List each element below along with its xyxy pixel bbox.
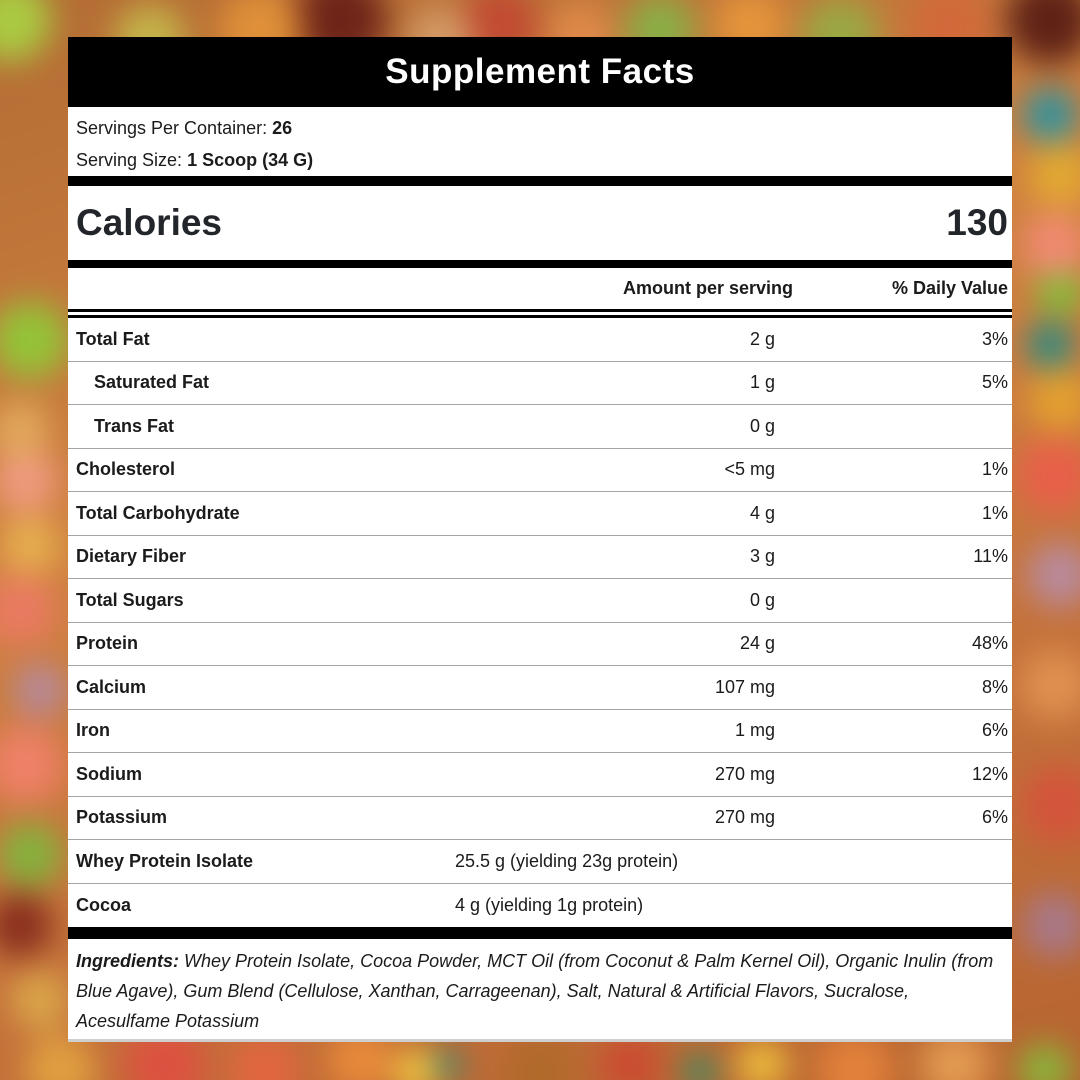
amount-column-header: Amount per serving [622,278,793,298]
nutrient-name: Dietary Fiber [76,546,187,567]
title-bar: Supplement Facts [68,37,1012,107]
nutrient-amount: 4 g (yielding 1g protein) [455,894,644,915]
nutrient-amount: 24 g [739,633,775,654]
column-headers: Amount per serving % Daily Value [68,268,1012,318]
table-row: Whey Protein Isolate 25.5 g (yielding 23… [68,840,1012,884]
nutrient-amount: 2 g [749,328,775,349]
ingredients-label: Ingredients: [76,951,180,971]
nutrient-amount: 4 g [749,502,775,523]
nutrient-daily-value: 3% [981,328,1008,349]
table-row: Potassium 270 mg 6% [68,797,1012,840]
nutrient-name: Total Carbohydrate [76,502,240,523]
ingredients-text: Whey Protein Isolate, Cocoa Powder, MCT … [76,951,994,1031]
calories-label: Calories [76,202,223,243]
servings-per-container: Servings Per Container: 26 [76,118,293,138]
table-row: Calcium 107 mg 8% [68,666,1012,710]
nutrient-amount: 107 mg [714,676,775,697]
nutrient-daily-value: 6% [981,807,1008,828]
serving-size: Serving Size: 1 Scoop (34 G) [76,150,314,170]
servings-per-container-value: 26 [272,118,293,138]
nutrient-amount: 3 g [749,546,775,567]
nutrient-name: Protein [76,633,139,654]
serving-size-value: 1 Scoop (34 G) [187,150,314,170]
calories-row: Calories 130 [68,186,1012,260]
nutrient-daily-value: 1% [981,502,1008,523]
table-row: Trans Fat 0 g [68,405,1012,449]
nutrient-name: Total Fat [76,328,150,349]
nutrient-name: Whey Protein Isolate [76,850,254,871]
table-row: Cocoa 4 g (yielding 1g protein) [68,884,1012,928]
nutrient-daily-value: 6% [981,720,1008,741]
daily-value-column-header: % Daily Value [891,278,1008,298]
supplement-facts-label: Supplement Facts Servings Per Container:… [68,37,1012,1042]
nutrient-name: Trans Fat [94,415,175,436]
nutrient-amount: 270 mg [714,763,775,784]
nutrient-daily-value: 11% [973,546,1008,567]
table-row: Total Carbohydrate 4 g 1% [68,492,1012,536]
servings-section: Servings Per Container: 26 Serving Size:… [68,107,1012,176]
nutrient-daily-value: 8% [981,676,1008,697]
nutrient-amount: 1 g [749,372,775,393]
divider-bar-thick [68,927,1012,939]
nutrient-name: Cholesterol [76,459,176,480]
nutrient-daily-value: 12% [971,763,1008,784]
nutrient-name: Calcium [76,676,147,697]
nutrient-table: Total Fat 2 g 3% Saturated Fat 1 g 5% Tr… [68,318,1012,927]
nutrient-name: Total Sugars [76,589,184,610]
nutrient-amount: <5 mg [724,459,775,480]
table-row: Saturated Fat 1 g 5% [68,362,1012,405]
ingredients-section: Ingredients: Whey Protein Isolate, Cocoa… [68,939,1012,1039]
table-row: Sodium 270 mg 12% [68,753,1012,797]
table-row: Protein 24 g 48% [68,623,1012,666]
divider-bar [68,260,1012,268]
nutrient-amount: 25.5 g (yielding 23g protein) [455,850,679,871]
nutrient-amount: 1 mg [734,720,775,741]
nutrient-name: Sodium [76,763,142,784]
nutrient-amount: 0 g [749,415,775,436]
nutrient-name: Potassium [76,807,168,828]
table-row: Total Fat 2 g 3% [68,318,1012,362]
table-row: Dietary Fiber 3 g 11% [68,536,1012,579]
nutrient-name: Iron [76,720,110,741]
calories-value: 130 [946,202,1008,243]
nutrient-amount: 0 g [749,589,775,610]
nutrient-daily-value: 48% [971,633,1008,654]
table-row: Total Sugars 0 g [68,579,1012,623]
nutrient-name: Saturated Fat [94,372,210,393]
nutrient-name: Cocoa [76,894,132,915]
table-row: Iron 1 mg 6% [68,710,1012,753]
table-row: Cholesterol <5 mg 1% [68,449,1012,492]
nutrient-daily-value: 5% [981,372,1008,393]
divider-bar [68,176,1012,186]
nutrient-amount: 270 mg [714,807,775,828]
label-title: Supplement Facts [385,52,695,91]
nutrient-daily-value: 1% [981,459,1008,480]
